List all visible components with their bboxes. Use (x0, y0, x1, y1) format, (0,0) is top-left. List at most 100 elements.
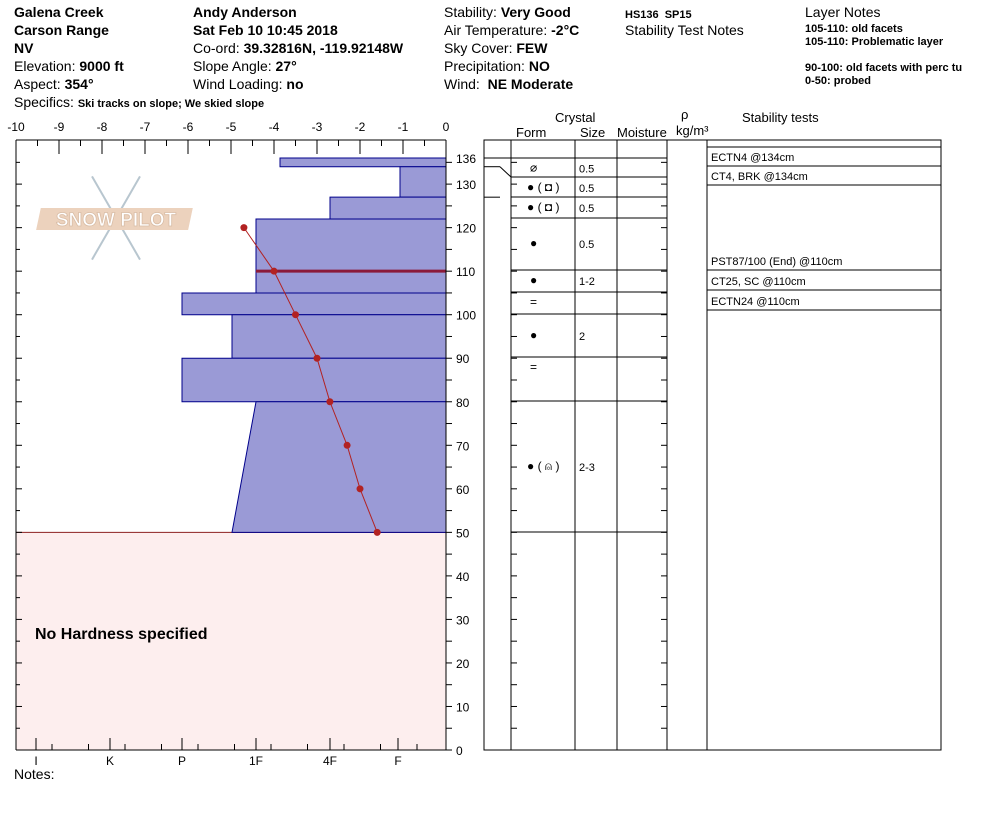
elevation-value: 9000 ft (79, 58, 124, 74)
temperature-point (240, 224, 248, 232)
aspect: Aspect: 354° (14, 75, 94, 93)
crystal-form: ● ( ⍝ ) (527, 459, 559, 473)
temp-tick-label: -5 (226, 120, 237, 134)
temperature-point (356, 485, 364, 493)
density-unit-header: kg/m³ (676, 123, 709, 138)
precip-label: Precipitation: (444, 58, 525, 74)
precipitation: Precipitation: NO (444, 57, 550, 75)
slope-angle: Slope Angle: 27° (193, 57, 297, 75)
depth-tick-label: 80 (456, 396, 470, 410)
sky-label: Sky Cover: (444, 40, 513, 56)
stability: Stability: Very Good (444, 3, 571, 21)
slope-label: Slope Angle: (193, 58, 272, 74)
size-header: Size (580, 125, 606, 140)
layer-notes-label: Layer Notes (805, 4, 881, 20)
coord-label: Co-ord: (193, 40, 240, 56)
air-temp: Air Temperature: -2°C (444, 21, 579, 39)
air-temp-value: -2°C (551, 22, 580, 38)
hardness-tick-label: 4F (323, 754, 337, 768)
depth-tick-label: 60 (456, 483, 470, 497)
location-name: Galena Creek (14, 4, 104, 20)
hardness-layer (231, 401, 447, 533)
specifics: Specifics: Ski tracks on slope; We skied… (14, 93, 264, 113)
hs-sp: HS136 SP15 (625, 9, 692, 21)
hardness-layer (329, 196, 447, 220)
depth-tick-label: 110 (456, 265, 475, 279)
depth-tick-label: 10 (456, 700, 470, 714)
stability-test: CT4, BRK @134cm (711, 171, 808, 183)
elevation: Elevation: 9000 ft (14, 57, 124, 75)
temp-tick-label: -4 (269, 120, 280, 134)
layer-note: 105-110: old facets (805, 23, 903, 35)
temperature-point (373, 528, 381, 536)
temperature-point (292, 311, 299, 319)
depth-tick-label: 90 (456, 352, 470, 366)
temp-tick-label: -1 (398, 120, 409, 134)
crystal-header: Crystal (555, 110, 596, 125)
depth-tick-label: 20 (456, 657, 470, 671)
stability-label: Stability: (444, 4, 497, 20)
depth-tick-label: 120 (456, 222, 476, 236)
hardness-tick-label: 1F (249, 754, 263, 768)
wind-value: NE Moderate (487, 76, 574, 92)
crystal-form: ● (530, 273, 537, 287)
crystal-size: 2 (579, 331, 585, 343)
crystal-size: 1-2 (579, 276, 595, 288)
specifics-label: Specifics: (14, 94, 74, 110)
specifics-value: Ski tracks on slope; We skied slope (77, 98, 265, 110)
hardness-tick-label: K (106, 754, 114, 768)
layer-note: 105-110: Problematic layer (805, 36, 944, 48)
observer: Andy Anderson (193, 4, 297, 20)
elevation-label: Elevation: (14, 58, 76, 74)
temperature-line (243, 227, 378, 533)
depth-tick-label: 130 (456, 178, 476, 192)
aspect-label: Aspect: (14, 76, 61, 92)
hardness-layer (181, 357, 447, 403)
depth-tick-label: 30 (456, 613, 470, 627)
coord-value: 39.32816N, -119.92148W (243, 40, 404, 56)
crystal-size: 2-3 (579, 462, 595, 474)
stability-tests-header: Stability tests (742, 110, 819, 125)
crystal-form: = (530, 360, 537, 374)
temp-tick-label: -8 (97, 120, 108, 134)
layer-table-frame (483, 139, 942, 751)
depth-tick-label: 40 (456, 570, 470, 584)
temp-tick-label: -9 (54, 120, 65, 134)
layer-note: 0-50: probed (805, 75, 872, 87)
hardness-layer (279, 157, 447, 168)
wind-loading: Wind Loading: no (193, 75, 304, 93)
moisture-header: Moisture (617, 125, 667, 140)
crystal-size: 0.5 (579, 239, 594, 251)
temp-tick-label: -3 (312, 120, 323, 134)
location-state: NV (14, 40, 34, 56)
stability-test: ECTN4 @134cm (711, 152, 794, 164)
temp-tick-label: -7 (140, 120, 151, 134)
datetime: Sat Feb 10 10:45 2018 (193, 22, 338, 38)
density-rho-header: ρ (681, 107, 689, 122)
hardness-layer (231, 314, 447, 359)
hardness-layer (181, 292, 447, 316)
hardness-layer (399, 166, 447, 198)
wind-label: Wind: (444, 76, 480, 92)
crystal-form: ⌀ (530, 161, 537, 175)
depth-tick-label: 0 (456, 744, 463, 758)
notes-label: Notes: (14, 766, 55, 782)
hardness-layer (255, 218, 447, 294)
sky-value: FEW (516, 40, 548, 56)
temperature-point (343, 441, 351, 449)
stability-test: ECTN24 @110cm (711, 296, 800, 308)
crystal-form: ● (530, 328, 537, 342)
precip-value: NO (528, 58, 550, 74)
stability-test: PST87/100 (End) @110cm (711, 256, 842, 268)
crystal-size: 0.5 (579, 164, 594, 176)
stability-test-notes-label: Stability Test Notes (625, 22, 744, 38)
hardness-tick-label: P (178, 754, 186, 768)
wind: Wind: NE Moderate (444, 75, 573, 93)
wind-loading-label: Wind Loading: (193, 76, 283, 92)
crystal-form: = (530, 295, 537, 309)
layer-note: 90-100: old facets with perc tu (805, 62, 963, 74)
form-header: Form (516, 125, 547, 140)
crystal-form: ● (530, 236, 537, 250)
location-range: Carson Range (14, 22, 109, 38)
